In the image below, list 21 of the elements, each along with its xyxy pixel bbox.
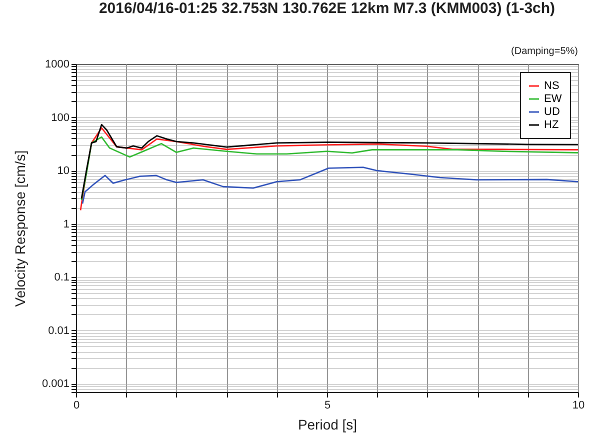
y-tick-label: 0.01 <box>48 324 70 337</box>
y-tick-label: 100 <box>51 112 70 124</box>
line-series <box>80 127 578 211</box>
x-axis-title: Period [s] <box>298 416 358 432</box>
x-tick-label: 0 <box>73 400 80 412</box>
y-axis-title: Velocity Response [cm/s] <box>12 150 28 307</box>
y-tick-label: 1000 <box>45 58 70 70</box>
legend-label: HZ <box>544 119 559 131</box>
y-tick-label: 0.1 <box>54 272 70 284</box>
x-tick-label: 10 <box>572 400 585 412</box>
x-tick-label: 5 <box>324 400 331 412</box>
chart-title: 2016/04/16-01:25 32.753N 130.762E 12km M7.3 (KMM003) (1-3ch) <box>98 0 556 17</box>
y-tick-label: 1 <box>63 218 70 230</box>
line-series <box>80 136 578 201</box>
text: (Damping=5%) <box>511 46 578 57</box>
legend-label: EW <box>544 93 562 105</box>
legend-label: UD <box>544 106 560 118</box>
line-series <box>82 166 578 204</box>
legend-label: NS <box>544 80 560 92</box>
y-tick-label: 0.001 <box>42 378 70 390</box>
y-tick-label: 10 <box>57 165 70 178</box>
